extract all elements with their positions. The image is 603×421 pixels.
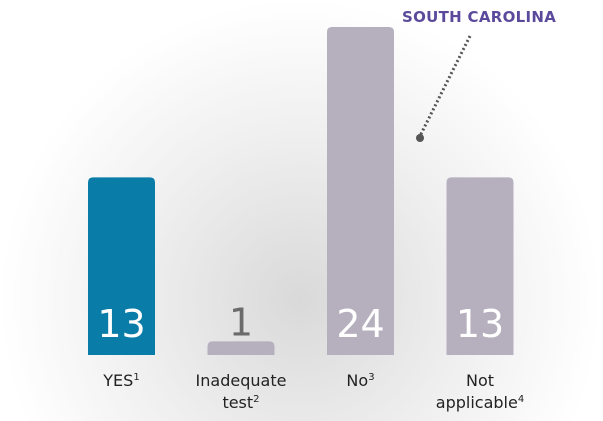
annotation-dot	[416, 134, 424, 142]
value-label: 13	[456, 302, 504, 346]
annotation-leader	[418, 35, 472, 137]
bar	[446, 177, 514, 355]
footnote-mark: 2	[253, 394, 260, 405]
annotation: SOUTH CAROLINA	[402, 8, 557, 26]
x-tick-label: YES1	[62, 370, 182, 392]
category-text: YES	[103, 371, 134, 390]
bar	[207, 341, 275, 355]
category-text: Not applicable	[435, 371, 518, 412]
footnote-mark: 1	[133, 372, 140, 383]
footnote-mark: 3	[368, 372, 375, 383]
category-text: Inadequate test	[195, 371, 287, 412]
footnote-mark: 4	[517, 394, 525, 405]
value-label: 13	[97, 302, 145, 346]
value-label: 24	[336, 302, 384, 346]
value-label: 1	[229, 300, 253, 344]
x-tick-label: Inadequate test2	[191, 370, 291, 414]
bar	[327, 27, 394, 355]
category-text: No	[346, 371, 369, 390]
bar	[88, 177, 155, 355]
x-tick-label: Not applicable4	[435, 370, 525, 414]
x-tick-label: No3	[301, 370, 421, 392]
